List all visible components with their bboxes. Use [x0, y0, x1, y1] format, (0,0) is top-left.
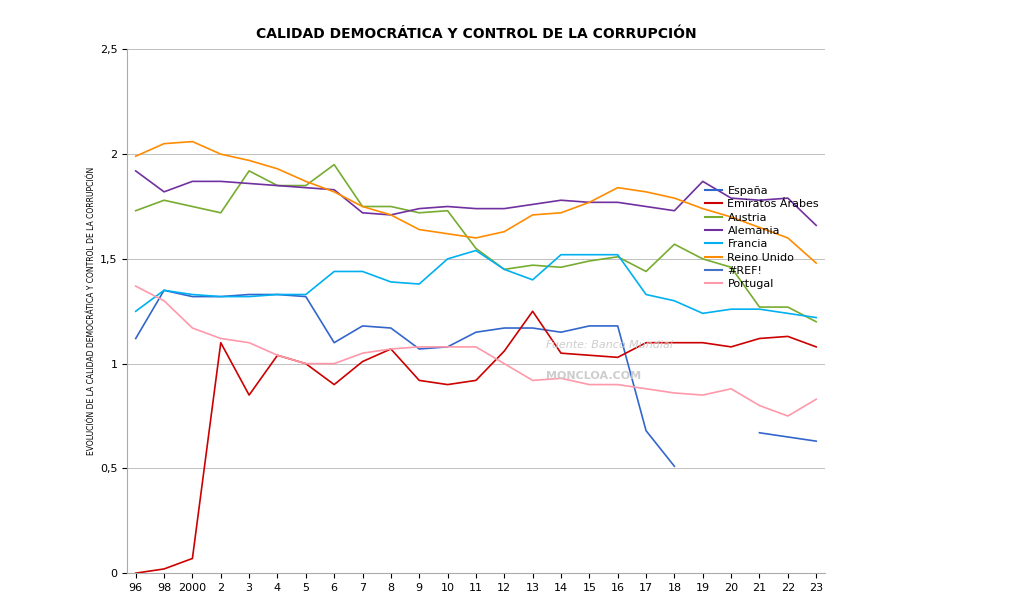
- Legend: España, Emiratos Árabes, Austria, Alemania, Francia, Reino Unido, #REF!, Portuga: España, Emiratos Árabes, Austria, Aleman…: [706, 186, 819, 289]
- Title: CALIDAD DEMOCRÁTICA Y CONTROL DE LA CORRUPCIÓN: CALIDAD DEMOCRÁTICA Y CONTROL DE LA CORR…: [256, 27, 696, 41]
- Y-axis label: EVOLUCIÓN DE LA CALIDAD DEMOCRÁTICA Y CONTROL DE LA CORRUPCIÓN: EVOLUCIÓN DE LA CALIDAD DEMOCRÁTICA Y CO…: [87, 167, 95, 456]
- Text: MONCLOA.COM: MONCLOA.COM: [546, 371, 641, 381]
- Text: Fuente: Banco Mundial: Fuente: Banco Mundial: [546, 340, 673, 350]
